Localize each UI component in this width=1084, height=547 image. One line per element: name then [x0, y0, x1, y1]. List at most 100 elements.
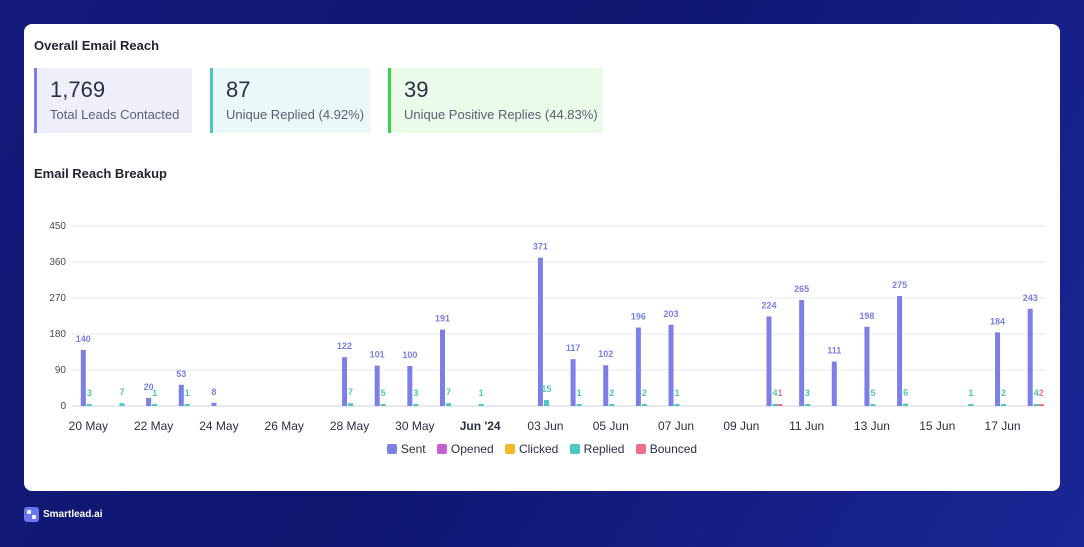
y-tick-label: 270: [49, 293, 66, 304]
sent-bar: [407, 366, 413, 406]
stat-total-leads: 1,769 Total Leads Contacted: [34, 68, 192, 133]
sent-data-label: 53: [176, 369, 186, 379]
replied-bar: [903, 403, 909, 406]
sent-bar: [766, 316, 772, 406]
sent-bar: [635, 327, 641, 406]
replied-data-label: 1: [185, 388, 190, 398]
sent-data-label: 184: [990, 316, 1005, 326]
legend-item-replied[interactable]: Replied: [569, 442, 625, 456]
replied-data-label: 1: [577, 388, 582, 398]
sent-bar: [537, 257, 543, 406]
sent-data-label: 111: [827, 346, 841, 356]
x-tick-label: 20 May: [69, 419, 108, 433]
replied-data-label: 7: [119, 387, 124, 397]
x-tick-label: 17 Jun: [985, 419, 1021, 433]
x-tick-label: 07 Jun: [658, 419, 694, 433]
sent-bar: [570, 359, 576, 406]
legend-label-opened: Opened: [450, 442, 494, 456]
replied-bar: [184, 404, 190, 406]
legend-label-clicked: Clicked: [518, 442, 559, 456]
bounced-bar: [1038, 404, 1044, 406]
sent-bar: [146, 398, 152, 406]
legend-item-clicked[interactable]: Clicked: [504, 442, 559, 456]
stat-total-leads-label: Total Leads Contacted: [50, 107, 180, 122]
x-tick-label: 05 Jun: [593, 419, 629, 433]
x-tick-label: 15 Jun: [919, 419, 955, 433]
replied-bar: [119, 403, 125, 406]
replied-data-label: 1: [675, 388, 680, 398]
replied-bar: [805, 404, 811, 406]
x-tick-label: 26 May: [265, 419, 304, 433]
sent-bar: [864, 326, 870, 406]
replied-bar: [478, 404, 484, 406]
legend-label-replied: Replied: [583, 442, 625, 456]
sent-data-label: 224: [761, 300, 776, 310]
replied-data-label: 7: [348, 387, 353, 397]
replied-data-label: 4: [772, 388, 777, 398]
legend-swatch-clicked: [504, 444, 515, 454]
sent-data-label: 140: [76, 334, 91, 344]
stat-positive-replies-label: Unique Positive Replies (44.83%): [404, 107, 598, 122]
sent-data-label: 203: [664, 309, 679, 319]
x-tick-label: 22 May: [134, 419, 173, 433]
sent-data-label: 243: [1023, 293, 1038, 303]
sent-data-label: 196: [631, 312, 646, 322]
stat-unique-replied-value: 87: [226, 77, 251, 102]
bounced-data-label: 1: [777, 388, 782, 398]
y-tick-label: 360: [49, 257, 66, 268]
sent-bar: [831, 361, 837, 406]
replied-data-label: 2: [1001, 388, 1006, 398]
sent-bar: [995, 332, 1001, 406]
stat-positive-replies: 39 Unique Positive Replies (44.83%): [388, 68, 603, 133]
sent-data-label: 198: [859, 311, 874, 321]
replied-data-label: 2: [609, 388, 614, 398]
sent-bar: [439, 329, 445, 406]
legend-item-opened[interactable]: Opened: [436, 442, 494, 456]
overview-title: Overall Email Reach: [34, 38, 160, 53]
legend-swatch-replied: [569, 444, 580, 454]
sent-bar: [1027, 308, 1033, 406]
replied-data-label: 3: [87, 388, 92, 398]
replied-data-label: 5: [381, 388, 386, 398]
legend-item-bounced[interactable]: Bounced: [635, 442, 697, 456]
sent-bar: [178, 384, 184, 406]
stat-positive-replies-value: 39: [404, 77, 429, 102]
replied-bar: [348, 403, 354, 406]
x-tick-label: 24 May: [199, 419, 238, 433]
x-tick-label: 03 Jun: [527, 419, 563, 433]
x-tick-label: Jun '24: [460, 419, 501, 433]
email-reach-card: Overall Email Reach 1,769 Total Leads Co…: [24, 24, 1060, 491]
legend-swatch-sent: [386, 444, 397, 454]
replied-data-label: 4: [1034, 388, 1039, 398]
x-tick-label: 11 Jun: [789, 419, 824, 433]
replied-bar: [641, 404, 647, 406]
replied-data-label: 2: [642, 388, 647, 398]
email-reach-chart: 0 90 180 270 360 450 20 May 22 May 24 May 26 May 2…: [49, 221, 1045, 433]
replied-bar: [576, 404, 582, 406]
replied-data-label: 1: [479, 388, 484, 398]
sent-data-label: 101: [370, 350, 385, 360]
y-tick-label: 90: [55, 365, 67, 376]
chart-legend: Sent Opened Clicked Replied Bounced: [24, 442, 1060, 456]
sent-bar: [342, 357, 348, 406]
legend-swatch-bounced: [635, 444, 646, 454]
stat-total-leads-value: 1,769: [50, 77, 106, 102]
footer-brand: Smartlead.ai: [24, 507, 102, 522]
replied-data-label: 5: [870, 388, 875, 398]
replied-bar: [772, 404, 778, 406]
sent-data-label: 265: [794, 284, 809, 294]
brand-name: Smartlead.ai: [43, 509, 103, 521]
breakup-title: Email Reach Breakup: [34, 166, 167, 181]
replied-bar: [543, 400, 549, 406]
y-tick-label: 450: [49, 221, 66, 232]
replied-bar: [86, 404, 92, 406]
stat-unique-replied: 87 Unique Replied (4.92%): [210, 68, 370, 133]
replied-data-label: 3: [805, 388, 810, 398]
replied-data-label: 6: [903, 388, 908, 398]
legend-item-sent[interactable]: Sent: [386, 442, 426, 456]
x-tick-label: 28 May: [330, 419, 369, 433]
replied-data-label: 1: [152, 388, 157, 398]
sent-data-label: 20: [144, 382, 154, 392]
sent-bar: [668, 324, 674, 406]
replied-bar: [1001, 404, 1007, 406]
